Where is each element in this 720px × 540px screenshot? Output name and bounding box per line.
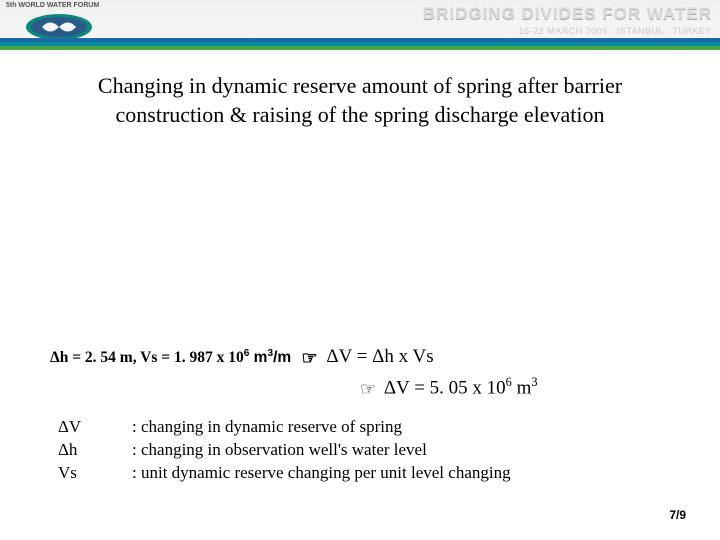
formula-rhs-1: ΔV = Δh x Vs: [322, 346, 434, 367]
title-line-1: Changing in dynamic reserve amount of sp…: [98, 73, 622, 98]
def-row-dv: ΔV : changing in dynamic reserve of spri…: [58, 416, 511, 439]
page-number: 7/9: [669, 508, 686, 522]
banner-stripes: [0, 38, 720, 54]
unit-m2: m: [512, 377, 532, 398]
header-banner: 5th WORLD WATER FORUM ISTANBUL2009 BRIDG…: [0, 0, 720, 54]
pointer-icon: ☞: [301, 348, 317, 369]
formula-line-2: ☞ ΔV = 5. 05 x 106 m3: [354, 375, 670, 400]
title-line-2: construction & raising of the spring dis…: [116, 102, 605, 127]
pointer-icon: ☞: [360, 379, 376, 400]
def-sym-dv: ΔV: [58, 416, 132, 439]
stripe-3: [0, 46, 720, 50]
formula-lhs-prefix: Δh = 2. 54 m, Vs = 1. 987 x 10: [50, 349, 244, 366]
formula-block: Δh = 2. 54 m, Vs = 1. 987 x 106 m3/m ☞ Δ…: [50, 346, 670, 400]
slide-title: Changing in dynamic reserve amount of sp…: [0, 54, 720, 129]
formula-line-1: Δh = 2. 54 m, Vs = 1. 987 x 106 m3/m ☞ Δ…: [50, 346, 670, 369]
formula-rhs-2-prefix: ΔV = 5. 05 x 10: [380, 377, 506, 398]
def-row-vs: Vs : unit dynamic reserve changing per u…: [58, 462, 511, 485]
exp-3b: 3: [531, 375, 537, 389]
definitions: ΔV : changing in dynamic reserve of spri…: [58, 416, 511, 485]
banner-title: BRIDGING DIVIDES FOR WATER: [423, 4, 712, 24]
banner-subtitle: 16-22 MARCH 2009 . ISTANBUL . TURKEY: [519, 26, 712, 36]
def-row-dh: Δh : changing in observation well's wate…: [58, 439, 511, 462]
unit-per-m: /m: [273, 349, 295, 366]
def-sym-vs: Vs: [58, 462, 132, 485]
def-txt-dv: : changing in dynamic reserve of spring: [132, 416, 402, 439]
forum-ordinal: 5th WORLD WATER FORUM: [6, 2, 99, 9]
unit-m: m: [249, 349, 267, 366]
def-sym-dh: Δh: [58, 439, 132, 462]
def-txt-dh: : changing in observation well's water l…: [132, 439, 427, 462]
def-txt-vs: : unit dynamic reserve changing per unit…: [132, 462, 511, 485]
